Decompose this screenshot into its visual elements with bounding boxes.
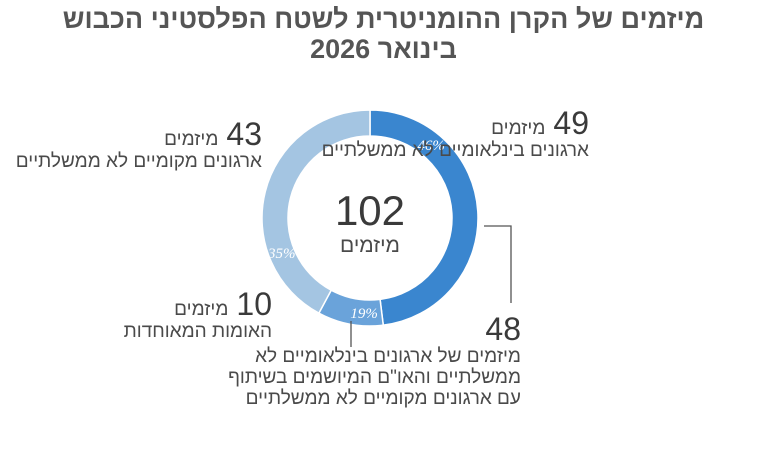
annotation-united-nations: 10 מיזמים האומות המאוחדות [124,287,272,342]
annotation-joint-projects: 48 מיזמים של ארגונים בינלאומיים לא ממשלת… [228,312,521,409]
label-un: האומות המאוחדות [123,321,272,342]
label-joint-line-3: עם ארגונים מקומיים לא ממשלתיים [245,388,521,409]
slice-international-ngos [369,109,479,327]
percent-label-local: 35% [267,246,296,262]
percent-label-un: 19% [350,306,378,322]
label-local: ארגונים מקומיים לא ממשלתיים [15,151,262,172]
value-un: 10 [236,286,272,322]
value-local: 43 [226,116,262,152]
value-joint: 48 [485,311,521,347]
value-international: 49 [553,105,589,141]
title-line-2: בינואר 2026 [310,34,457,64]
slice-local-ngos [261,109,371,315]
percent-label-international: 46% [417,138,445,154]
annotation-international-ngos: 49 מיזמים ארגונים בינלאומיים לא ממשלתיים [322,106,589,161]
label-joint-line-2: ממשלתיים והאו"ם המיושמים בשיתוף [228,367,521,388]
leader-line-international [484,225,512,303]
center-total-value: 102 [335,187,405,234]
unit-un: מיזמים [174,299,229,320]
title-line-1: מיזמים של הקרן ההומניטרית לשטח הפלסטיני … [62,4,705,34]
label-international: ארגונים בינלאומיים לא ממשלתיים [321,140,589,161]
center-total-label: מיזמים [340,234,400,257]
label-joint-line-1: מיזמים של ארגונים בינלאומיים לא [255,346,521,367]
annotation-local-ngos: 43 מיזמים ארגונים מקומיים לא ממשלתיים [16,117,262,172]
unit-international: מיזמים [491,118,546,139]
unit-local: מיזמים [164,129,219,150]
